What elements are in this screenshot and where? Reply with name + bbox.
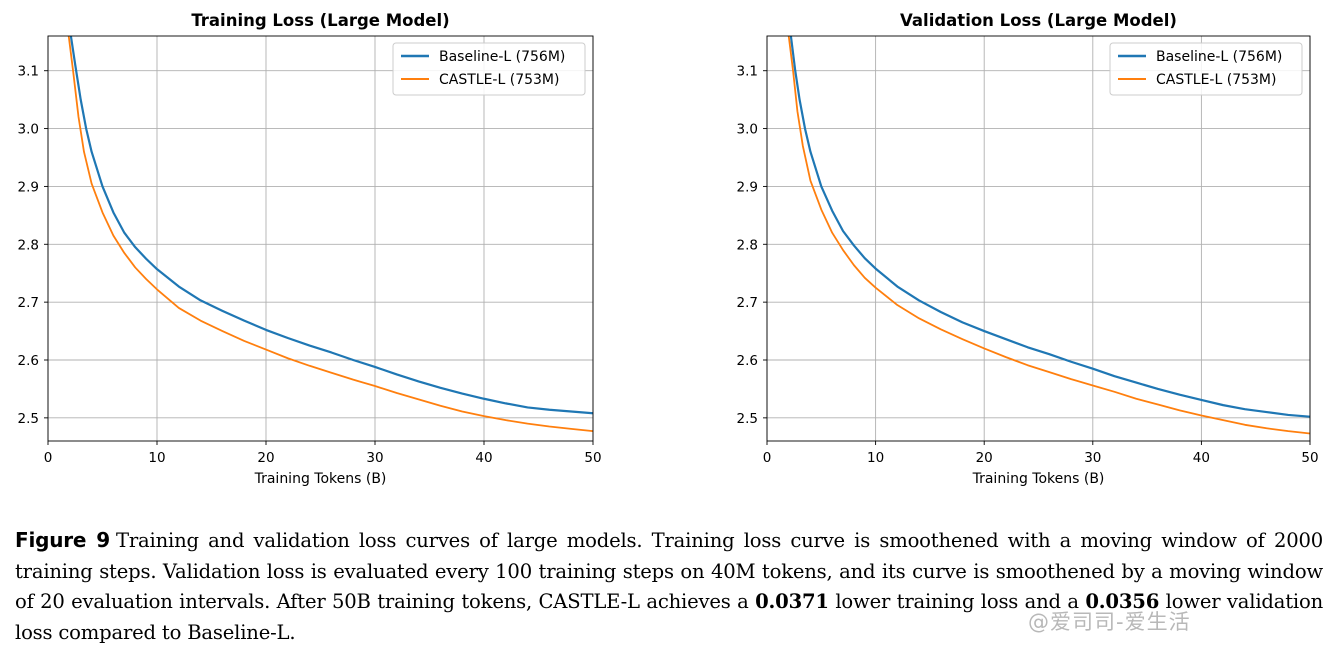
series-line-castle xyxy=(789,36,1310,433)
x-tick-label: 50 xyxy=(584,450,601,466)
x-tick-label: 10 xyxy=(148,450,165,466)
legend-entry: Baseline-L (756M) xyxy=(1156,49,1282,65)
legend: Baseline-L (756M) CASTLE-L (753M) xyxy=(1110,43,1302,95)
x-tick-label: 0 xyxy=(763,450,772,466)
y-tick-label: 2.9 xyxy=(18,179,39,195)
chart-title: Validation Loss (Large Model) xyxy=(900,11,1177,30)
x-axis-label: Training Tokens (B) xyxy=(254,471,387,487)
legend-entry: CASTLE-L (753M) xyxy=(439,72,559,88)
x-tick-label: 30 xyxy=(366,450,383,466)
y-tick-label: 3.0 xyxy=(18,122,39,138)
legend: Baseline-L (756M) CASTLE-L (753M) xyxy=(393,43,585,95)
figure-label: Figure 9 xyxy=(15,528,110,552)
y-tick-label: 3.0 xyxy=(737,122,758,138)
caption-bold-value-1: 0.0371 xyxy=(755,590,829,613)
y-tick-label: 2.8 xyxy=(737,237,758,253)
legend-entry: CASTLE-L (753M) xyxy=(1156,72,1276,88)
x-tick-label: 50 xyxy=(1301,450,1318,466)
x-tick-label: 10 xyxy=(867,450,884,466)
x-tick-label: 20 xyxy=(257,450,274,466)
x-tick-label: 20 xyxy=(976,450,993,466)
y-tick-label: 2.5 xyxy=(737,411,758,427)
watermark-text: @爱司司-爱生活 xyxy=(1028,606,1191,636)
x-tick-label: 0 xyxy=(44,450,53,466)
figure-charts: 0 10 20 30 40 50 2.5 2.6 2.7 2.8 2.9 3.0 3.1 Training… xyxy=(0,0,1337,520)
y-tick-label: 2.5 xyxy=(18,411,39,427)
y-tick-label: 2.7 xyxy=(18,295,39,311)
chart-panel-1: 0 10 20 30 40 50 2.5 2.6 2.7 2.8 2.9 3.0 3.1 Training… xyxy=(18,11,602,487)
y-tick-label: 3.1 xyxy=(737,64,758,80)
x-tick-label: 40 xyxy=(1193,450,1210,466)
y-tick-label: 2.6 xyxy=(737,353,758,369)
x-tick-label: 40 xyxy=(475,450,492,466)
y-tick-label: 2.8 xyxy=(18,237,39,253)
y-tick-label: 2.6 xyxy=(18,353,39,369)
y-tick-label: 2.7 xyxy=(737,295,758,311)
x-tick-label: 30 xyxy=(1084,450,1101,466)
chart-panel-2: 0 10 20 30 40 50 2.5 2.6 2.7 2.8 2.9 3.0 3.1 Validati… xyxy=(737,11,1319,487)
y-tick-label: 3.1 xyxy=(18,64,39,80)
chart-title: Training Loss (Large Model) xyxy=(191,11,449,30)
y-tick-label: 2.9 xyxy=(737,179,758,195)
x-axis-label: Training Tokens (B) xyxy=(972,471,1105,487)
legend-entry: Baseline-L (756M) xyxy=(439,49,565,65)
